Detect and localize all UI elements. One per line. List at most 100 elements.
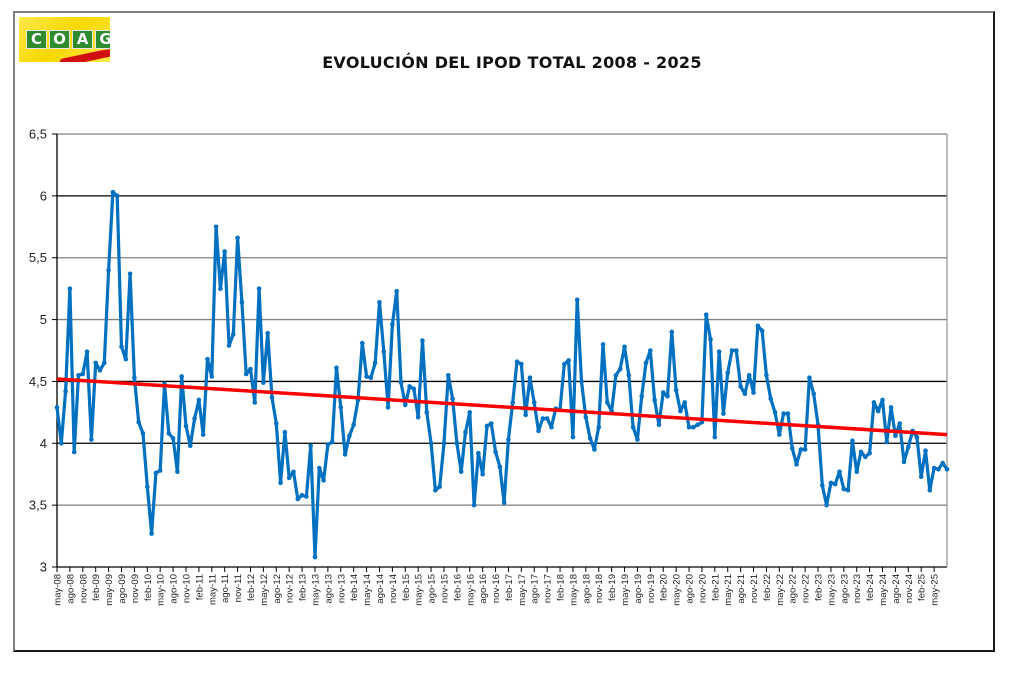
x-tick-label: ago-12 — [272, 574, 283, 604]
data-point — [583, 415, 589, 420]
data-point — [110, 189, 116, 195]
x-tick-label: may-14 — [362, 574, 373, 606]
data-point — [364, 374, 369, 379]
data-point — [308, 443, 313, 449]
data-point — [936, 466, 941, 472]
data-point — [261, 380, 266, 385]
x-tick-label: feb-16 — [452, 574, 463, 601]
data-point — [875, 408, 881, 414]
data-point — [832, 481, 838, 487]
x-tick-label: feb-17 — [504, 574, 515, 601]
data-point — [570, 434, 576, 440]
data-point — [923, 448, 928, 454]
data-point — [738, 384, 743, 389]
coag-logo: C O A G — [19, 17, 110, 62]
data-point — [187, 443, 193, 449]
data-point — [639, 393, 645, 399]
x-tick-label: feb-13 — [298, 574, 309, 601]
data-point — [454, 440, 460, 446]
x-tick-label: nov-09 — [130, 574, 141, 603]
y-tick-label: 3,5 — [29, 498, 47, 513]
data-point — [695, 422, 700, 428]
logo-letter: A — [72, 30, 93, 49]
data-point — [669, 329, 675, 335]
data-point — [734, 348, 739, 353]
x-tick-label: feb-20 — [659, 574, 670, 601]
data-point — [463, 429, 468, 435]
data-point — [708, 337, 713, 342]
data-point — [721, 411, 726, 416]
data-point — [880, 397, 885, 403]
x-tick-label: may-19 — [620, 574, 631, 606]
data-point — [368, 375, 374, 381]
x-tick-label: nov-11 — [233, 574, 244, 602]
data-point — [858, 449, 864, 455]
data-point — [390, 322, 395, 327]
data-point — [58, 440, 64, 446]
logo-letter: C — [26, 30, 47, 49]
data-point — [312, 554, 318, 560]
data-point — [587, 436, 593, 441]
data-point — [192, 416, 197, 421]
data-point — [286, 475, 292, 481]
data-point — [411, 386, 417, 392]
data-point — [467, 410, 473, 415]
x-tick-label: nov-13 — [336, 574, 347, 603]
data-point — [914, 434, 920, 440]
data-point — [789, 445, 795, 451]
x-tick-label: feb-15 — [401, 574, 412, 601]
x-axis-ticks: may-08 ago-08 nov-08 feb-09 may-09 ago-09 nov-… — [53, 567, 941, 606]
data-point — [394, 288, 399, 294]
data-point — [781, 411, 786, 416]
x-tick-label: ago-09 — [117, 574, 128, 604]
data-point — [888, 405, 894, 410]
data-point — [153, 470, 159, 476]
data-point — [222, 249, 227, 254]
x-tick-label: nov-23 — [852, 574, 863, 603]
data-point — [144, 484, 150, 489]
data-point — [785, 411, 791, 416]
data-point — [841, 486, 847, 492]
data-point — [798, 447, 804, 452]
data-point — [759, 328, 765, 334]
data-point — [660, 390, 666, 395]
x-tick-label: may-12 — [259, 574, 270, 606]
data-point — [716, 349, 722, 355]
data-point — [67, 286, 73, 291]
data-point — [527, 375, 533, 381]
data-point — [84, 349, 90, 355]
x-tick-label: nov-14 — [388, 574, 399, 603]
x-tick-label: feb-21 — [710, 574, 721, 601]
data-point — [514, 359, 520, 364]
logo-letter: O — [49, 30, 70, 49]
data-point — [445, 372, 451, 378]
x-tick-label: may-18 — [568, 574, 579, 606]
data-point — [867, 450, 872, 456]
data-point — [686, 424, 692, 430]
data-point — [63, 389, 68, 394]
data-point — [213, 224, 219, 230]
x-tick-label: ago-21 — [736, 574, 747, 604]
data-point — [209, 374, 215, 379]
data-point — [385, 405, 391, 410]
data-point — [149, 531, 154, 536]
data-point — [768, 396, 774, 402]
data-point — [596, 424, 602, 430]
data-point — [691, 424, 696, 430]
data-point — [54, 405, 60, 410]
x-tick-label: feb-25 — [917, 574, 928, 601]
data-point — [531, 400, 537, 405]
data-point — [269, 395, 275, 400]
data-point — [304, 494, 309, 499]
x-tick-label: ago-18 — [581, 574, 592, 604]
data-point — [325, 442, 331, 447]
data-point — [828, 480, 834, 486]
data-point — [175, 469, 180, 475]
data-point — [811, 391, 817, 397]
x-tick-label: ago-15 — [427, 574, 438, 604]
data-point — [540, 416, 546, 421]
y-tick-label: 5 — [40, 312, 47, 327]
data-point — [265, 330, 270, 336]
data-point — [742, 391, 748, 397]
x-tick-label: may-21 — [723, 574, 734, 606]
